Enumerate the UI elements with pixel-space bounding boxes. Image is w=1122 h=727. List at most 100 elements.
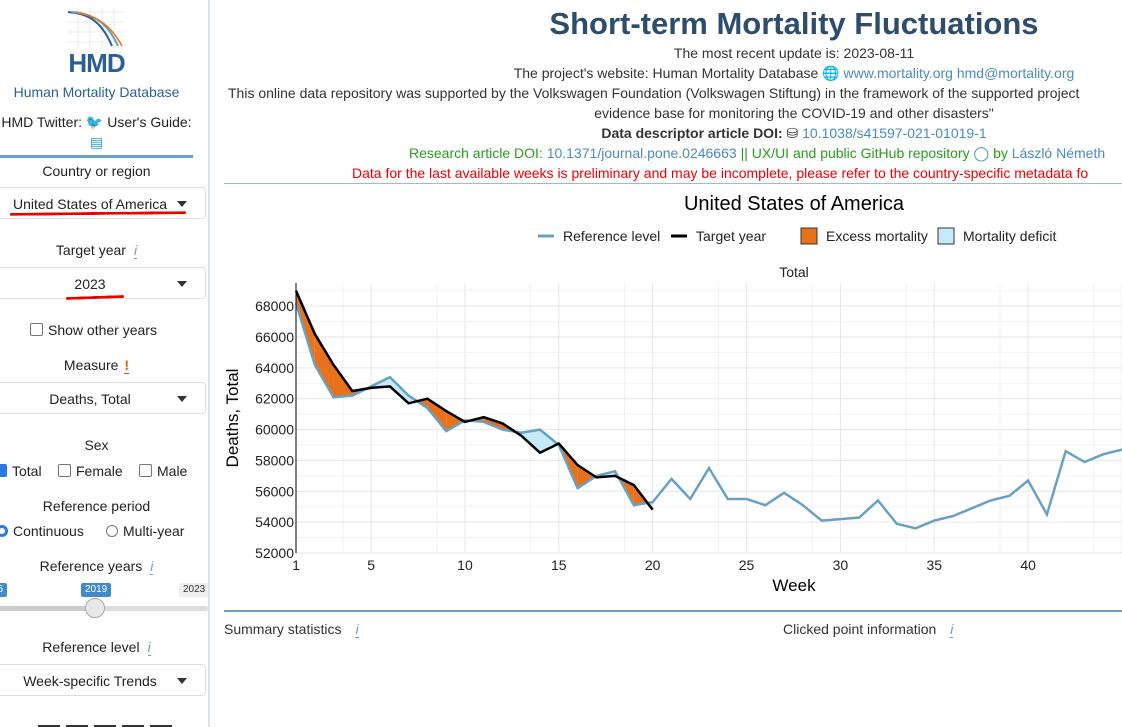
globe-icon: 🌐: [822, 65, 840, 81]
info-icon[interactable]: i: [950, 621, 954, 638]
chart-divider: [224, 610, 1122, 612]
x-tick-label: 10: [457, 557, 473, 573]
database-icon: ⛁: [786, 125, 799, 141]
support-line-2: evidence base for monitoring the COVID-1…: [594, 105, 994, 121]
chevron-down-icon: [177, 396, 187, 402]
sidebar-divider: [0, 155, 193, 158]
email-link[interactable]: hmd@mortality.org: [956, 65, 1075, 81]
checkbox[interactable]: [139, 464, 152, 477]
mortality-chart[interactable]: 52000 54000 56000 58000 60000 62000 64000 66000…: [214, 186, 1122, 598]
radio[interactable]: [106, 525, 118, 537]
measure-label: Measure!: [63, 357, 130, 374]
info-icon[interactable]: i: [147, 639, 151, 656]
y-tick-label: 58000: [255, 452, 294, 468]
author-link[interactable]: László Németh: [1011, 145, 1106, 161]
excess-area: [577, 465, 596, 489]
reference-years-label: Reference years i: [39, 558, 154, 575]
legend-label[interactable]: Target year: [696, 228, 766, 244]
logo-text: HMD: [68, 48, 125, 78]
users-guide-link[interactable]: User's Guide:: [107, 114, 192, 130]
download-icon[interactable]: [66, 725, 88, 727]
measure-select[interactable]: Deaths, Total: [0, 382, 206, 414]
database-name: Human Mortality Database: [13, 84, 180, 100]
sex-label: Sex: [84, 437, 109, 453]
chevron-down-icon: [177, 201, 187, 207]
slider-max-label: 2023: [179, 583, 208, 597]
slider-handle[interactable]: [85, 598, 105, 618]
country-value: United States of America: [12, 196, 168, 212]
show-other-years-checkbox[interactable]: Show other years: [30, 322, 157, 338]
excess-area: [427, 398, 447, 432]
reference-period-label: Reference period: [42, 498, 151, 514]
website-line: The project's website: Human Mortality D…: [513, 65, 1075, 81]
checkbox[interactable]: [58, 464, 71, 477]
download-icon[interactable]: [38, 725, 60, 727]
checkbox[interactable]: [30, 323, 43, 336]
x-tick-label: 1: [292, 557, 300, 573]
annotation-underline: [65, 294, 125, 301]
x-tick-label: 30: [833, 557, 849, 573]
checkbox[interactable]: [0, 464, 7, 477]
deficit-area: [540, 429, 558, 453]
info-icon[interactable]: i: [355, 621, 359, 638]
target-year-label: Target year i: [55, 242, 138, 259]
clicked-point-label: Clicked point information i: [783, 621, 954, 638]
y-tick-label: 64000: [255, 360, 294, 376]
target-year-value: 2023: [74, 276, 106, 292]
hmd-logo-icon: [67, 8, 124, 48]
deficit-area: [389, 377, 409, 404]
download-icon[interactable]: [150, 725, 172, 727]
sex-male-checkbox[interactable]: Male: [139, 463, 187, 479]
y-tick-label: 52000: [255, 545, 294, 561]
summary-statistics-label: Summary statistics i: [224, 621, 359, 638]
legend-swatch: [937, 227, 955, 245]
twitter-icon[interactable]: 🐦: [85, 114, 104, 130]
slider-min-label: 15: [0, 583, 8, 597]
sex-female-checkbox[interactable]: Female: [58, 463, 123, 479]
y-axis-label: Deaths, Total: [223, 369, 242, 468]
download-icon[interactable]: [94, 725, 116, 727]
country-label: Country or region: [42, 163, 151, 179]
country-select[interactable]: United States of America: [0, 187, 206, 219]
measure-value: Deaths, Total: [49, 391, 131, 407]
twitter-label: HMD Twitter:: [1, 114, 83, 130]
reference-level-line[interactable]: [294, 302, 1122, 530]
support-line: This online data repository was supporte…: [228, 85, 1080, 101]
page-title: Short-term Mortality Fluctuations: [549, 6, 1039, 41]
legend-label[interactable]: Reference level: [563, 228, 660, 244]
legend-label[interactable]: Mortality deficit: [963, 228, 1056, 244]
preliminary-note: Data for the last available weeks is pre…: [352, 165, 1089, 181]
excess-area: [314, 333, 334, 398]
reference-level-label: Reference level i: [42, 639, 151, 656]
reference-level-select[interactable]: Week-specific Trends: [0, 664, 206, 696]
target-year-select[interactable]: 2023: [0, 267, 206, 299]
x-axis-label: Week: [772, 576, 816, 595]
warning-icon[interactable]: !: [124, 357, 130, 374]
research-doi-link[interactable]: 10.1371/journal.pone.0246663: [546, 145, 737, 161]
github-icon[interactable]: ◯: [973, 145, 990, 161]
target-year-line[interactable]: [294, 290, 654, 511]
legend-label[interactable]: Excess mortality: [826, 228, 928, 244]
doi-link[interactable]: 10.1038/s41597-021-01019-1: [802, 125, 987, 141]
slider-value-label: 2019: [81, 583, 112, 597]
slider-fill: [0, 606, 96, 611]
x-tick-label: 40: [1020, 557, 1036, 573]
twitter-guide-row: HMD Twitter: 🐦 User's Guide: ▤: [0, 112, 193, 152]
website-link[interactable]: www.mortality.org: [843, 65, 953, 81]
excess-area: [446, 411, 464, 432]
radio[interactable]: [0, 525, 8, 537]
y-tick-label: 62000: [255, 391, 294, 407]
info-icon[interactable]: i: [133, 242, 138, 259]
book-icon[interactable]: ▤: [89, 134, 104, 150]
y-tick-label: 60000: [255, 422, 294, 438]
continuous-radio[interactable]: Continuous: [0, 523, 84, 539]
y-tick-label: 68000: [255, 298, 294, 314]
download-icon[interactable]: [122, 725, 144, 727]
x-tick-label: 35: [926, 557, 942, 573]
x-tick-label: 20: [645, 557, 661, 573]
legend-swatch: [800, 227, 818, 245]
sex-total-checkbox[interactable]: Total: [0, 463, 42, 479]
multi-year-radio[interactable]: Multi-year: [106, 523, 184, 539]
chart-subtitle: Total: [779, 264, 809, 280]
info-icon[interactable]: i: [150, 558, 154, 575]
